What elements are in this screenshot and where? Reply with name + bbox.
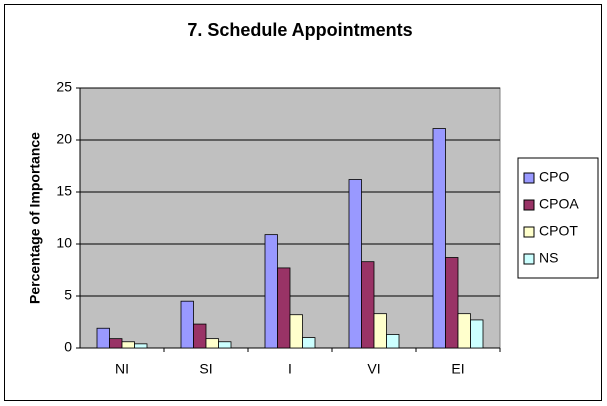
bar	[180, 300, 194, 349]
x-tick-label: I	[288, 361, 292, 377]
y-tick-label: 5	[64, 287, 72, 303]
y-tick-label: 25	[56, 79, 72, 95]
bar	[386, 334, 400, 349]
bar	[96, 327, 110, 349]
bar	[109, 338, 123, 349]
legend-label: CPOA	[539, 196, 579, 212]
legend-label: CPO	[539, 169, 569, 185]
legend-label: NS	[539, 250, 558, 266]
x-tick-label: SI	[199, 361, 212, 377]
y-tick-label: 0	[64, 339, 72, 355]
bar	[205, 338, 219, 349]
y-tick-label: 20	[56, 131, 72, 147]
bar	[121, 341, 135, 349]
y-tick-label: 10	[56, 235, 72, 251]
bar	[432, 128, 446, 349]
x-tick-label: VI	[367, 361, 380, 377]
bar	[457, 313, 471, 349]
bar	[218, 341, 232, 349]
legend-swatch	[523, 253, 535, 265]
bar	[470, 319, 484, 349]
bar	[134, 343, 148, 349]
bar	[302, 337, 316, 349]
chart-title: 7. Schedule Appointments	[187, 20, 412, 40]
x-tick-label: EI	[451, 361, 464, 377]
x-tick-label: NI	[115, 361, 129, 377]
bar	[289, 314, 303, 349]
bar	[193, 323, 207, 349]
bar	[264, 234, 278, 349]
bar	[373, 313, 387, 349]
legend-swatch	[523, 199, 535, 211]
bar	[277, 267, 291, 349]
legend-swatch	[523, 226, 535, 238]
bar	[348, 179, 362, 349]
bar	[445, 257, 459, 349]
y-tick-label: 15	[56, 183, 72, 199]
bar	[361, 261, 375, 349]
y-axis-label: Percentage of Importance	[27, 132, 43, 304]
legend-label: CPOT	[539, 223, 578, 239]
legend-swatch	[523, 172, 535, 184]
